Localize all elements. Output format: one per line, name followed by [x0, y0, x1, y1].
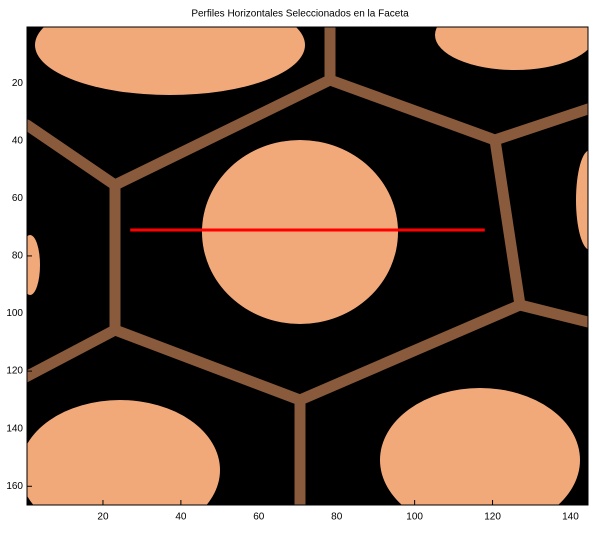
page: Perfiles Horizontales Seleccionados en l…: [0, 0, 590, 534]
image: [20, 0, 590, 529]
y-tick-label: 160: [6, 481, 23, 492]
x-tick-label: 40: [175, 512, 187, 523]
y-tick-label: 40: [12, 135, 24, 146]
x-tick-label: 60: [253, 512, 265, 523]
chart-title: Perfiles Horizontales Seleccionados en l…: [191, 9, 409, 20]
x-tick-label: 80: [331, 512, 343, 523]
chart: Perfiles Horizontales Seleccionados en l…: [0, 0, 590, 529]
x-tick-label: 120: [484, 512, 501, 523]
y-tick-label: 60: [12, 193, 24, 204]
x-tick-label: 20: [97, 512, 109, 523]
y-tick-label: 140: [6, 423, 23, 434]
y-tick-label: 80: [12, 251, 24, 262]
x-tick-label: 100: [406, 512, 423, 523]
y-tick-label: 20: [12, 78, 24, 89]
y-tick-label: 100: [6, 308, 23, 319]
x-tick-label: 140: [562, 512, 579, 523]
y-tick-label: 120: [6, 366, 23, 377]
